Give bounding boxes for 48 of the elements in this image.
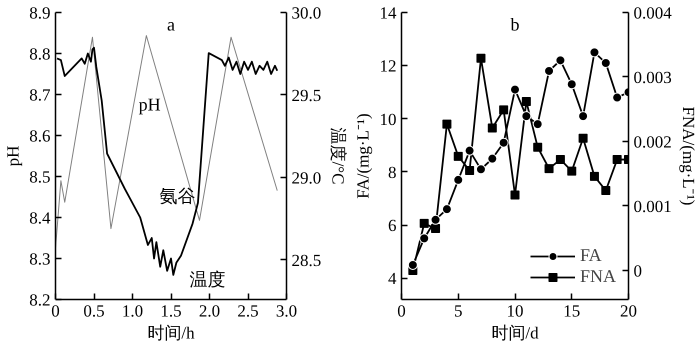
y-tick-label: 8.2 [29, 290, 50, 310]
annotation: 氨谷 [159, 186, 196, 206]
annotation: pH [138, 94, 161, 114]
y-tick-label: 8.3 [29, 250, 50, 268]
x-tick-label: 0 [51, 302, 60, 320]
chart-title: a [167, 14, 176, 34]
x-tick-label: 10 [506, 302, 524, 320]
x-tick-label: 15 [563, 302, 580, 320]
y2-tick-label: 0 [634, 261, 642, 280]
y-tick-label: 8.9 [29, 4, 50, 22]
y-axis-title: FA/(mg·L⁻¹) [354, 113, 372, 199]
y2-tick-label: 0.004 [634, 4, 672, 22]
y2-tick-label: 28.5 [292, 250, 322, 270]
x-axis-title: 时间/h [147, 324, 196, 342]
y2-axis-title: FNA/(mg·L⁻¹) [678, 106, 698, 206]
x-tick-label: 0.5 [83, 302, 105, 320]
x-tick-label: 1.0 [122, 302, 144, 320]
x-axis-title: 时间/d [491, 324, 540, 342]
y-tick-label: 4 [388, 269, 397, 288]
x-tick-label: 0 [397, 302, 406, 320]
x-tick-label: 2.0 [198, 302, 220, 320]
y-tick-label: 10 [380, 110, 396, 129]
y2-axis-title: 温度/°C [328, 128, 348, 184]
y-tick-label: 8.7 [29, 86, 51, 104]
legend-label: FA [580, 245, 602, 266]
y-tick-label: 8.5 [29, 168, 50, 186]
x-tick-label: 5 [454, 302, 462, 320]
legend-label: FNA [580, 266, 616, 287]
y-tick-label: 8.4 [29, 208, 51, 228]
annotation: 温度 [189, 269, 226, 290]
y-tick-label: 8.6 [29, 126, 50, 146]
y2-tick-label: 0.001 [634, 196, 672, 216]
y-tick-label: 6 [388, 216, 396, 236]
x-tick-label: 2.5 [237, 302, 259, 320]
y-tick-label: 8.8 [29, 44, 50, 64]
y2-tick-label: 29.5 [292, 86, 322, 105]
x-tick-label: 20 [620, 302, 637, 320]
y2-tick-label: 30.0 [292, 4, 322, 22]
x-tick-label: 1.5 [160, 302, 182, 320]
x-tick-label: 3.0 [276, 302, 298, 320]
y2-tick-label: 0.003 [634, 68, 672, 87]
y-tick-label: 12 [380, 56, 396, 76]
y-tick-label: 14 [380, 4, 397, 22]
y-tick-label: 8 [388, 162, 396, 182]
y-axis-title: pH [3, 146, 22, 166]
y2-tick-label: 29.0 [292, 168, 322, 188]
chart-title: b [510, 14, 520, 34]
y2-tick-label: 0.002 [634, 132, 672, 152]
